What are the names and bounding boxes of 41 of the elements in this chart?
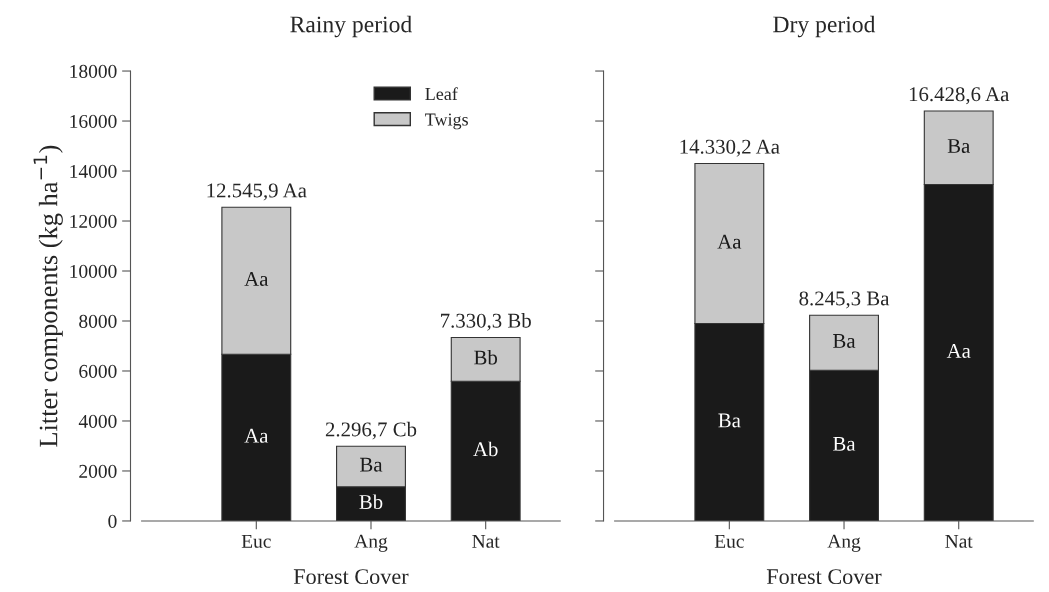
y-tick-label: 6000 bbox=[79, 364, 117, 378]
legend-label: Twigs bbox=[425, 113, 468, 130]
annotation: 2.296,7 Cb bbox=[325, 421, 417, 440]
x-tick-label: Euc bbox=[714, 534, 744, 548]
chart-title: Rainy period bbox=[290, 15, 412, 38]
y-tick-label: 4000 bbox=[78, 414, 117, 428]
data-label: Bb bbox=[474, 349, 498, 365]
y-tick-label: 16000 bbox=[70, 114, 117, 128]
annotation: 16.428,6 Aa bbox=[909, 87, 1010, 105]
data-label: Ba bbox=[360, 457, 383, 472]
x-tick-label: Nat bbox=[472, 534, 500, 548]
y-tick-label: 10000 bbox=[70, 264, 117, 278]
annotation: 14.330,2 Aa bbox=[680, 139, 780, 157]
legend-label: Leaf bbox=[425, 87, 458, 101]
x-tick-label: Ang bbox=[827, 534, 861, 552]
y-tick-label: 12000 bbox=[70, 214, 117, 228]
data-label: Bb bbox=[359, 494, 383, 510]
data-label: Ba bbox=[833, 436, 856, 451]
data-label: Ba bbox=[718, 413, 741, 428]
y-tick-label: 8000 bbox=[79, 314, 117, 328]
y-axis-title: Litter components (kg ha$^{−1}$) bbox=[33, 145, 63, 447]
x-tick-label: Nat bbox=[945, 534, 973, 548]
x-axis-title: Forest Cover bbox=[766, 569, 882, 585]
y-tick-label: 0 bbox=[108, 514, 117, 528]
data-label: Ab bbox=[473, 441, 498, 457]
x-axis-title: Forest Cover bbox=[293, 569, 409, 585]
annotation: 7.330,3 Bb bbox=[441, 313, 531, 331]
data-label: Aa bbox=[717, 234, 742, 249]
data-label: Aa bbox=[244, 428, 269, 443]
y-tick-label: 18000 bbox=[70, 64, 117, 78]
annotation: 8.245,3 Ba bbox=[799, 291, 890, 309]
data-label: Ba bbox=[947, 139, 970, 153]
x-tick-label: Euc bbox=[241, 534, 271, 548]
x-tick-label: Ang bbox=[354, 534, 388, 552]
chart-title: Dry period bbox=[773, 15, 876, 38]
y-tick-label: 2000 bbox=[79, 464, 117, 478]
data-label: Ba bbox=[833, 334, 856, 348]
y-tick-label: 14000 bbox=[70, 164, 117, 178]
data-label: Aa bbox=[946, 344, 971, 358]
data-label: Aa bbox=[244, 272, 269, 286]
annotation: 12.545,9 Aa bbox=[207, 183, 307, 201]
